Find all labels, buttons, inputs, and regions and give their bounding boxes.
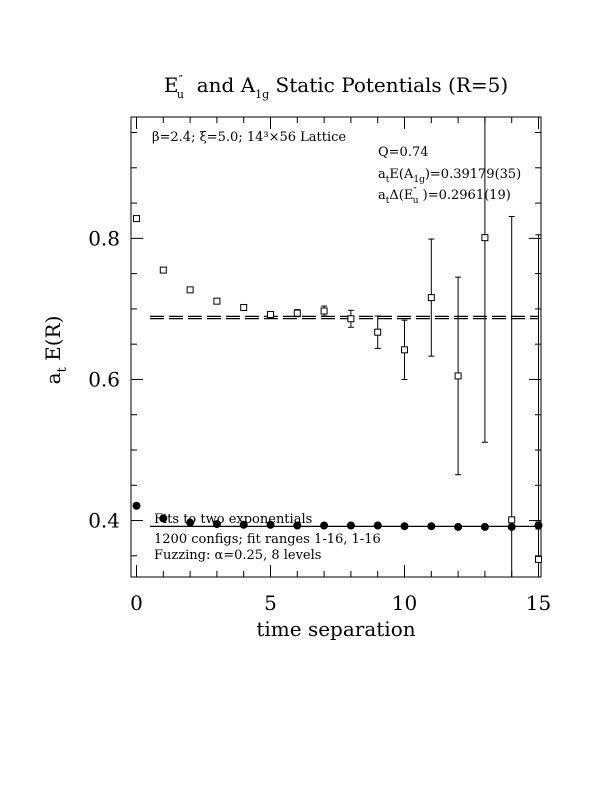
y-axis-label: at E(R) [41, 316, 70, 385]
chart-title: E″ u and A1g Static Potentials (R=5) [164, 73, 508, 101]
data-point-circle [320, 521, 329, 530]
x-axis-label: time separation [256, 617, 415, 641]
note-fits: Fits to two exponentials [154, 512, 312, 527]
data-point-circle [507, 522, 516, 531]
data-point-circle [427, 522, 436, 531]
y-tick-label: 0.4 [88, 509, 120, 533]
data-point-circle [480, 522, 489, 531]
axis-ticks: 0 5 10 15 0.4 0.6 0.8 [88, 117, 551, 615]
fit-gap: atΔ(E″ u )=0.2961(19) [378, 187, 511, 206]
fit-energy: atE(A1g)=0.39179(35) [378, 167, 521, 185]
y-tick-label: 0.8 [88, 226, 120, 250]
x-tick-label: 10 [392, 591, 417, 615]
data-point-circle [186, 518, 195, 527]
data-point-square [508, 516, 516, 524]
data-point-circle [534, 521, 543, 530]
data-point-square [374, 328, 382, 336]
data-point-square [535, 555, 542, 563]
data-point-circle [132, 501, 141, 510]
plot-frame [130, 116, 542, 578]
note-configs: 1200 configs; fit ranges 1-16, 1-16 [154, 532, 381, 547]
data-point-circle [346, 521, 355, 530]
plot-frame-layer [130, 116, 542, 578]
x-tick-label: 15 [526, 591, 551, 615]
data-point-square [481, 234, 489, 242]
data-point-square [186, 286, 194, 294]
data-point-square [213, 297, 221, 305]
data-point-circle [454, 522, 463, 531]
y-tick-label: 0.6 [88, 367, 120, 391]
data-point-circle [212, 520, 221, 529]
data-point-circle [293, 521, 302, 530]
data-points [132, 117, 543, 577]
data-point-square [454, 372, 462, 380]
data-point-square [267, 311, 274, 319]
data-point-square [293, 309, 301, 317]
data-point-circle [239, 520, 248, 529]
data-point-square [133, 215, 140, 223]
x-tick-label: 5 [264, 591, 277, 615]
data-point-square [427, 294, 435, 302]
fit-q: Q=0.74 [378, 145, 429, 160]
data-point-circle [266, 520, 275, 529]
x-tick-label: 0 [130, 591, 143, 615]
data-point-circle [159, 514, 168, 523]
data-point-square [159, 266, 167, 274]
fit-lines [149, 315, 539, 527]
note-fuzzing: Fuzzing: α=0.25, 8 levels [154, 548, 321, 563]
data-point-square [401, 346, 408, 354]
data-point-square [347, 315, 355, 323]
data-point-square [320, 307, 328, 315]
data-point-circle [373, 521, 382, 530]
data-point-square [240, 303, 248, 311]
lattice-info: β=2.4; ξ=5.0; 14³×56 Lattice [152, 130, 346, 145]
data-point-circle [400, 522, 409, 531]
